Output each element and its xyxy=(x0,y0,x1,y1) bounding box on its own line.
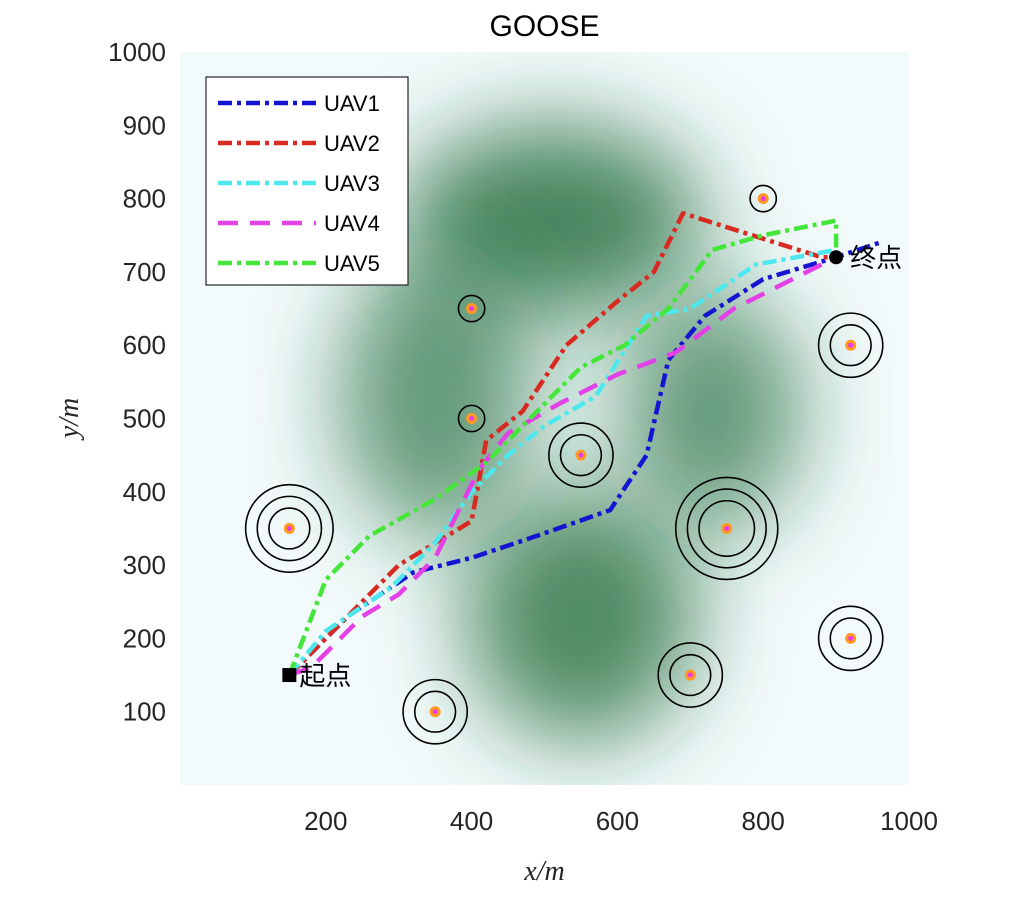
start-end-markers: 起点 终点 xyxy=(282,244,902,692)
threat-ring xyxy=(559,433,603,477)
x-tick-label: 800 xyxy=(742,806,785,836)
threat-zone xyxy=(457,294,486,323)
threat-zone xyxy=(244,483,334,573)
threat-ring xyxy=(698,499,756,557)
y-tick-label: 600 xyxy=(123,330,166,360)
y-tick-label: 700 xyxy=(123,257,166,287)
threat-zone xyxy=(657,642,724,708)
y-axis-ticks: 100 200 300 400 500 600 700 800 900 1000 xyxy=(108,37,166,727)
legend-label-uav5: UAV5 xyxy=(324,251,380,276)
threat-center-dot xyxy=(469,306,475,312)
threat-ring xyxy=(268,507,311,550)
threat-zone xyxy=(548,422,614,489)
x-tick-label: 200 xyxy=(304,806,347,836)
legend-label-uav3: UAV3 xyxy=(324,171,380,196)
threat-ring xyxy=(244,483,334,573)
y-axis-label: y/m xyxy=(54,398,85,441)
terrain-peak xyxy=(340,256,531,537)
threat-center-dot xyxy=(286,525,292,531)
legend-label-uav2: UAV2 xyxy=(324,131,380,156)
end-label: 终点 xyxy=(850,244,902,274)
threat-ring xyxy=(457,294,486,323)
y-tick-label: 200 xyxy=(123,623,166,653)
threat-ring xyxy=(686,488,767,569)
threat-ring xyxy=(817,605,884,672)
x-tick-label: 600 xyxy=(596,806,639,836)
threat-center-dot xyxy=(724,525,730,531)
terrain-heatmap xyxy=(340,125,803,742)
start-label: 起点 xyxy=(299,662,351,692)
y-tick-label: 800 xyxy=(123,184,166,214)
threat-ring xyxy=(817,312,884,379)
threat-center-dot xyxy=(760,196,766,202)
threat-ring xyxy=(413,690,457,733)
threat-ring xyxy=(457,404,486,433)
legend-label-uav1: UAV1 xyxy=(324,91,380,116)
x-axis-label: x/m xyxy=(523,856,564,887)
threat-center-dot xyxy=(848,342,854,348)
threat-center-dot xyxy=(469,416,475,421)
terrain-peak xyxy=(465,491,696,742)
threat-center-dot xyxy=(848,635,854,641)
x-axis-ticks: 200 400 600 800 1000 xyxy=(304,806,938,836)
threat-center-dot xyxy=(578,452,584,458)
threat-ring xyxy=(749,184,778,213)
threat-ring xyxy=(402,678,469,745)
y-tick-label: 100 xyxy=(123,697,166,727)
start-marker xyxy=(282,668,297,683)
chart-title: GOOSE xyxy=(489,10,599,43)
path-uav2 xyxy=(287,211,837,677)
legend-label-uav4: UAV4 xyxy=(324,211,380,236)
legend: UAV1 UAV2 UAV3 UAV4 UAV5 xyxy=(205,76,409,286)
y-tick-label: 400 xyxy=(123,477,166,507)
y-tick-label: 300 xyxy=(123,550,166,580)
threat-zone xyxy=(402,678,469,745)
y-tick-label: 900 xyxy=(123,110,166,140)
uav-paths xyxy=(287,211,881,678)
threat-ring xyxy=(674,476,779,581)
end-marker xyxy=(829,250,844,265)
threat-zone xyxy=(817,312,884,379)
x-tick-label: 400 xyxy=(450,806,493,836)
threat-ring xyxy=(256,495,323,562)
x-tick-label: 1000 xyxy=(880,806,938,836)
threat-zone xyxy=(749,184,778,213)
path-uav1 xyxy=(287,240,881,677)
threat-ring xyxy=(669,653,712,697)
threat-ring xyxy=(548,422,614,489)
threat-center-dot xyxy=(432,709,438,715)
y-tick-label: 500 xyxy=(123,404,166,434)
threat-ring xyxy=(829,617,872,660)
path-uav3 xyxy=(287,247,837,677)
y-tick-label: 1000 xyxy=(108,37,166,67)
threat-center-dot xyxy=(687,672,693,678)
path-uav4 xyxy=(288,255,838,678)
threat-ring xyxy=(657,642,724,708)
threat-zone xyxy=(817,605,884,672)
threat-ring xyxy=(829,323,872,367)
threat-zones xyxy=(244,184,884,745)
terrain-peak xyxy=(401,125,702,316)
threat-zone xyxy=(457,404,486,433)
terrain-peak xyxy=(622,291,803,532)
threat-zone xyxy=(674,476,779,581)
